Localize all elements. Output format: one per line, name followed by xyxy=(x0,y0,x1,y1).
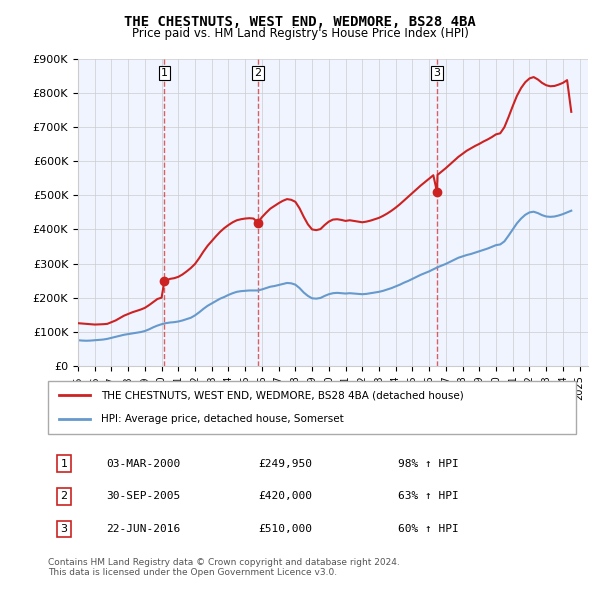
Text: 60% ↑ HPI: 60% ↑ HPI xyxy=(398,524,458,534)
Text: Contains HM Land Registry data © Crown copyright and database right 2024.
This d: Contains HM Land Registry data © Crown c… xyxy=(48,558,400,577)
Text: 98% ↑ HPI: 98% ↑ HPI xyxy=(398,458,458,468)
Text: 03-MAR-2000: 03-MAR-2000 xyxy=(106,458,180,468)
Text: £420,000: £420,000 xyxy=(259,491,313,502)
Text: THE CHESTNUTS, WEST END, WEDMORE, BS28 4BA: THE CHESTNUTS, WEST END, WEDMORE, BS28 4… xyxy=(124,15,476,29)
Text: 1: 1 xyxy=(61,458,67,468)
Text: 3: 3 xyxy=(434,68,440,78)
Text: 63% ↑ HPI: 63% ↑ HPI xyxy=(398,491,458,502)
Text: 30-SEP-2005: 30-SEP-2005 xyxy=(106,491,180,502)
Text: THE CHESTNUTS, WEST END, WEDMORE, BS28 4BA (detached house): THE CHESTNUTS, WEST END, WEDMORE, BS28 4… xyxy=(101,391,464,401)
Text: Price paid vs. HM Land Registry's House Price Index (HPI): Price paid vs. HM Land Registry's House … xyxy=(131,27,469,40)
FancyBboxPatch shape xyxy=(48,381,576,434)
Text: 1: 1 xyxy=(161,68,168,78)
Text: 2: 2 xyxy=(254,68,262,78)
Text: 22-JUN-2016: 22-JUN-2016 xyxy=(106,524,180,534)
Text: £510,000: £510,000 xyxy=(259,524,313,534)
Text: HPI: Average price, detached house, Somerset: HPI: Average price, detached house, Some… xyxy=(101,414,344,424)
Text: 2: 2 xyxy=(60,491,67,502)
Text: £249,950: £249,950 xyxy=(259,458,313,468)
Text: 3: 3 xyxy=(61,524,67,534)
